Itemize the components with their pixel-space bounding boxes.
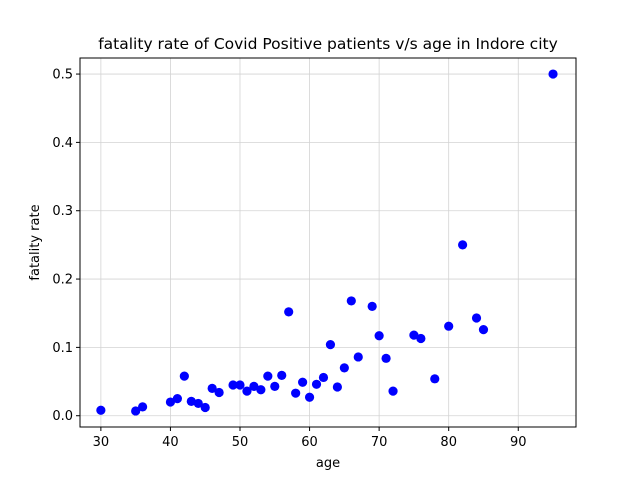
scatter-point — [200, 402, 210, 413]
scatter-point — [270, 381, 280, 391]
x-tick-label: 70 — [371, 435, 388, 450]
grid-lines — [80, 58, 576, 427]
scatter-point — [444, 321, 454, 331]
plot-frame — [79, 57, 577, 428]
y-tick-label: 0.2 — [52, 273, 73, 288]
scatter-point — [471, 313, 482, 323]
scatter-point — [249, 381, 259, 391]
scatter-point — [228, 380, 238, 390]
x-tick-label: 90 — [510, 435, 527, 450]
x-tick-label: 30 — [93, 435, 110, 450]
scatter-point — [172, 394, 182, 404]
scatter-point — [277, 370, 287, 381]
scatter-point — [367, 301, 377, 311]
x-tick-label: 80 — [440, 435, 457, 450]
scatter-point — [325, 340, 336, 350]
scatter-point — [138, 402, 148, 412]
scatter-point — [339, 363, 349, 373]
x-axis-label: age — [316, 456, 340, 471]
scatter-point — [207, 383, 217, 393]
y-tick-label: 0.0 — [52, 409, 73, 424]
scatter-point — [284, 307, 294, 317]
scatter-point — [165, 397, 176, 407]
y-axis-label: fatality rate — [28, 204, 43, 280]
scatter-point — [332, 382, 342, 392]
scatter-point — [311, 379, 322, 389]
y-tick-label: 0.1 — [52, 341, 73, 356]
scatter-point — [416, 333, 426, 344]
data-points — [96, 69, 558, 416]
scatter-point — [346, 296, 356, 306]
scatter-point — [409, 330, 419, 340]
scatter-point — [131, 406, 141, 416]
scatter-point — [548, 69, 558, 79]
scatter-point — [214, 387, 224, 398]
y-tick-label: 0.5 — [52, 68, 73, 83]
scatter-point — [318, 372, 329, 383]
scatter-point — [235, 380, 245, 390]
scatter-point — [242, 386, 252, 396]
scatter-point — [291, 388, 301, 398]
scatter-point — [430, 374, 440, 384]
x-tick-label: 40 — [162, 435, 179, 450]
scatter-point — [298, 377, 308, 387]
scatter-point — [381, 353, 391, 363]
scatter-point — [263, 371, 273, 381]
scatter-point — [458, 240, 468, 250]
scatter-point — [374, 331, 384, 341]
y-tick-label: 0.3 — [52, 204, 73, 219]
scatter-point — [353, 352, 363, 362]
scatter-point — [256, 385, 266, 395]
scatter-point — [193, 398, 203, 409]
chart-title: fatality rate of Covid Positive patients… — [98, 35, 558, 53]
scatter-point — [388, 386, 398, 396]
scatter-point — [304, 392, 315, 402]
scatter-point — [179, 371, 189, 381]
scatter-point — [478, 325, 489, 335]
scatter-point — [96, 405, 106, 415]
x-tick-label: 50 — [232, 435, 249, 450]
x-tick-label: 60 — [301, 435, 318, 450]
scatter-point — [186, 396, 196, 406]
axis-ticks: 30 40 50 60 70 80 90 0.0 0.1 0.2 0.3 0.4 0.5 — [52, 68, 526, 450]
y-tick-label: 0.4 — [52, 136, 73, 151]
